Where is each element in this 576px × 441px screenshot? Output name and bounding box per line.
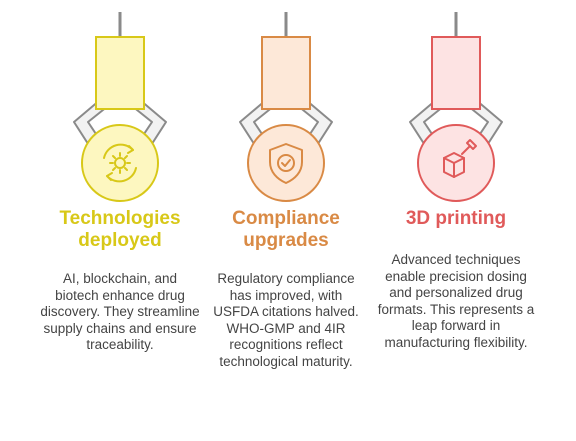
gear-cycle-icon: [103, 143, 137, 183]
step-technologies: Technologies deployed AI, blockchain, an…: [30, 0, 210, 441]
robotic-claw-graphic: [409, 12, 503, 202]
step-description: AI, blockchain, and biotech enhance drug…: [40, 271, 200, 352]
step-title: Compliance upgrades: [196, 208, 376, 252]
robotic-claw-graphic: [73, 12, 167, 202]
title-line: 3D printing: [405, 208, 507, 229]
3d-print-icon: [443, 139, 477, 178]
title-line: Technologies: [59, 208, 181, 229]
step-description: Regulatory compliance has improved, with…: [213, 271, 359, 369]
title-line: deployed: [78, 230, 162, 251]
title-line: upgrades: [243, 230, 329, 251]
title-line: Compliance: [232, 208, 340, 229]
step-description: Advanced techniques enable precision dos…: [377, 252, 535, 350]
robotic-claw-graphic: [239, 12, 333, 202]
step-title: 3D printing: [366, 208, 546, 230]
shield-check-icon: [269, 143, 303, 184]
step-title: Technologies deployed: [30, 208, 210, 252]
step-3d-printing: 3D printing Advanced techniques enable p…: [366, 0, 546, 441]
step-compliance: Compliance upgrades Regulatory complianc…: [196, 0, 376, 441]
